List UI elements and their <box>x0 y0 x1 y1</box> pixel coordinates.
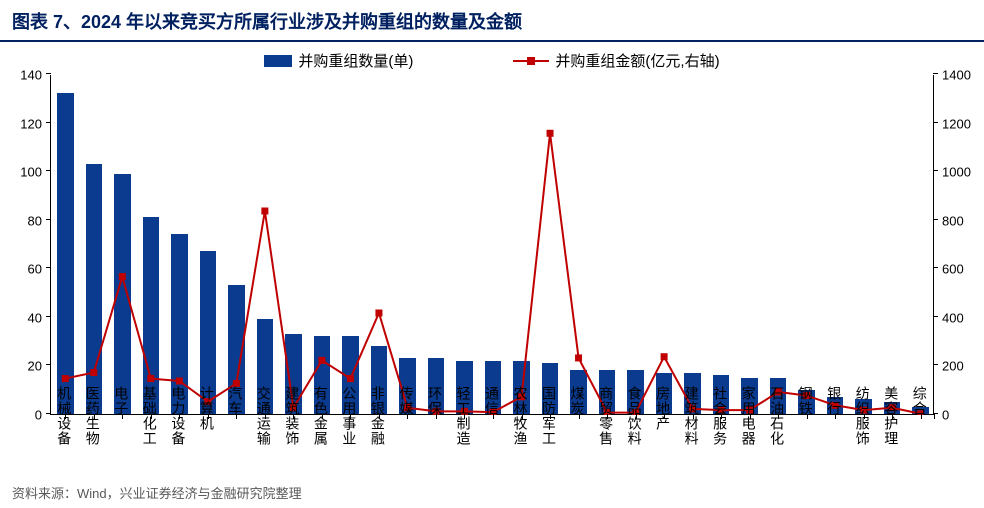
y-left-tick: 80 <box>28 213 42 228</box>
bar <box>57 93 74 414</box>
y-right-tick: 0 <box>942 408 949 423</box>
legend-item-bar: 并购重组数量(单) <box>264 50 413 71</box>
chart-title: 图表 7、2024 年以来竞买方所属行业涉及并购重组的数量及金额 <box>0 0 984 42</box>
y-right-tick: 1400 <box>942 68 971 83</box>
bars-layer <box>51 75 933 414</box>
x-label: 钢铁 <box>799 386 813 416</box>
x-label: 商贸零售 <box>599 386 613 446</box>
x-label: 石油石化 <box>770 386 784 446</box>
y-left-tick: 100 <box>20 165 42 180</box>
chart-container: 图表 7、2024 年以来竞买方所属行业涉及并购重组的数量及金额 并购重组数量(… <box>0 0 984 508</box>
legend: 并购重组数量(单) 并购重组金额(亿元,右轴) <box>0 42 984 75</box>
y-right-tick: 200 <box>942 359 964 374</box>
y-right-tick: 1000 <box>942 165 971 180</box>
y-right-tick: 800 <box>942 213 964 228</box>
y-axis-left: 020406080100120140 <box>10 75 46 415</box>
x-label: 家用电器 <box>742 386 756 446</box>
x-label: 美容护理 <box>884 386 898 446</box>
y-left-tick: 140 <box>20 68 42 83</box>
y-right-tick: 600 <box>942 262 964 277</box>
x-label: 农林牧渔 <box>514 386 528 446</box>
y-axis-right: 0200400600800100012001400 <box>938 75 980 415</box>
x-label: 电力设备 <box>171 386 185 446</box>
legend-bar-swatch <box>264 55 292 67</box>
x-label: 银行 <box>827 386 841 416</box>
x-label: 有色金属 <box>314 386 328 446</box>
legend-line-label: 并购重组金额(亿元,右轴) <box>555 50 719 71</box>
x-label: 建筑装饰 <box>285 386 299 446</box>
y-left-tick: 20 <box>28 359 42 374</box>
x-label: 房地产 <box>656 386 670 431</box>
x-label: 社会服务 <box>713 386 727 446</box>
x-label: 传媒 <box>399 386 413 416</box>
x-label: 轻工制造 <box>456 386 470 446</box>
x-label: 基础化工 <box>143 386 157 446</box>
y-left-tick: 120 <box>20 116 42 131</box>
legend-line-swatch <box>513 60 549 62</box>
x-label: 汽车 <box>228 386 242 416</box>
x-label: 建筑材料 <box>685 386 699 446</box>
y-left-tick: 60 <box>28 262 42 277</box>
x-label: 机械设备 <box>57 386 71 446</box>
y-left-tick: 40 <box>28 310 42 325</box>
x-label: 非银金融 <box>371 386 385 446</box>
x-label: 国防军工 <box>542 386 556 446</box>
plot-area <box>50 75 934 415</box>
x-label: 通信 <box>485 386 499 416</box>
plot-wrap: 020406080100120140 020040060080010001200… <box>50 75 934 415</box>
x-label: 交通运输 <box>257 386 271 446</box>
x-label: 计算机 <box>200 386 214 431</box>
x-label: 纺织服饰 <box>856 386 870 446</box>
x-axis-labels: 机械设备 医药生物电子 基础化工电力设备 计算机汽车 交通运输建筑装饰 有色金属公用事业 非… <box>50 382 934 472</box>
legend-bar-label: 并购重组数量(单) <box>298 50 413 71</box>
y-right-tick: 1200 <box>942 116 971 131</box>
y-right-tick: 400 <box>942 310 964 325</box>
y-left-tick: 0 <box>35 408 42 423</box>
x-label: 电子 <box>114 386 128 416</box>
x-label: 环保 <box>428 386 442 416</box>
x-label: 食品饮料 <box>628 386 642 446</box>
source-text: 资料来源：Wind，兴业证券经济与金融研究院整理 <box>12 483 302 502</box>
x-label: 综合 <box>913 386 927 416</box>
bar <box>86 164 103 414</box>
bar <box>114 174 131 414</box>
x-label: 公用事业 <box>342 386 356 446</box>
legend-item-line: 并购重组金额(亿元,右轴) <box>513 50 719 71</box>
x-label: 煤炭 <box>571 386 585 416</box>
x-label: 医药生物 <box>86 386 100 446</box>
